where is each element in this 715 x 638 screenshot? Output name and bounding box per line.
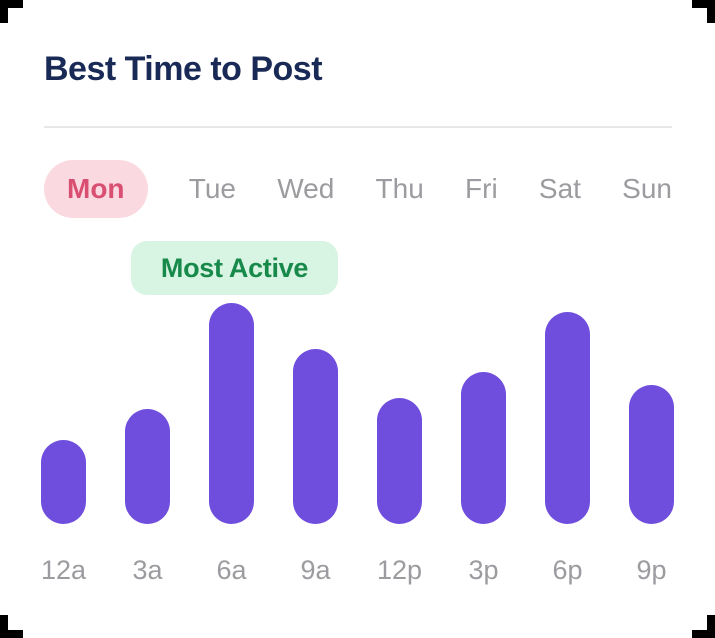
hour-label: 12a bbox=[40, 555, 87, 585]
bar-column: 6p bbox=[545, 290, 590, 592]
bar-column: 12a bbox=[41, 290, 86, 592]
crop-mark-bottom-left bbox=[0, 615, 23, 638]
bar-column: 6a bbox=[209, 290, 254, 592]
bar-column: 9a bbox=[293, 290, 338, 592]
page-title: Best Time to Post bbox=[44, 50, 323, 88]
bar-chart: 12a 3a 6a 9a 12p 3p 6p 9p bbox=[41, 290, 674, 592]
crop-mark-top-left bbox=[0, 0, 23, 23]
bar-column: 12p bbox=[377, 290, 422, 592]
divider-line bbox=[44, 126, 672, 128]
day-tab-sun[interactable]: Sun bbox=[622, 160, 672, 218]
hour-label: 3p bbox=[468, 555, 499, 585]
bar-column: 3p bbox=[461, 290, 506, 592]
activity-bar[interactable] bbox=[545, 312, 590, 524]
bar-column: 3a bbox=[125, 290, 170, 592]
day-tab-thu[interactable]: Thu bbox=[376, 160, 424, 218]
day-tab-wed[interactable]: Wed bbox=[277, 160, 334, 218]
day-tab-tue[interactable]: Tue bbox=[189, 160, 236, 218]
activity-bar[interactable] bbox=[125, 409, 170, 524]
day-tabs: Mon Tue Wed Thu Fri Sat Sun bbox=[44, 160, 672, 218]
hour-label: 6a bbox=[216, 555, 247, 585]
activity-bar[interactable] bbox=[461, 372, 506, 524]
activity-bar[interactable] bbox=[293, 349, 338, 524]
day-tab-sat[interactable]: Sat bbox=[539, 160, 581, 218]
activity-bar[interactable] bbox=[41, 440, 86, 524]
day-tab-fri[interactable]: Fri bbox=[465, 160, 498, 218]
bar-column: 9p bbox=[629, 290, 674, 592]
hour-label: 3a bbox=[132, 555, 163, 585]
day-tab-mon[interactable]: Mon bbox=[44, 160, 148, 218]
hour-label: 12p bbox=[376, 555, 423, 585]
crop-mark-bottom-right bbox=[692, 615, 715, 638]
hour-label: 9a bbox=[300, 555, 331, 585]
activity-bar[interactable] bbox=[377, 398, 422, 524]
hour-label: 9p bbox=[636, 555, 667, 585]
hour-label: 6p bbox=[552, 555, 583, 585]
activity-bar[interactable] bbox=[629, 385, 674, 524]
activity-bar[interactable] bbox=[209, 303, 254, 524]
crop-mark-top-right bbox=[692, 0, 715, 23]
most-active-badge: Most Active bbox=[131, 241, 338, 295]
